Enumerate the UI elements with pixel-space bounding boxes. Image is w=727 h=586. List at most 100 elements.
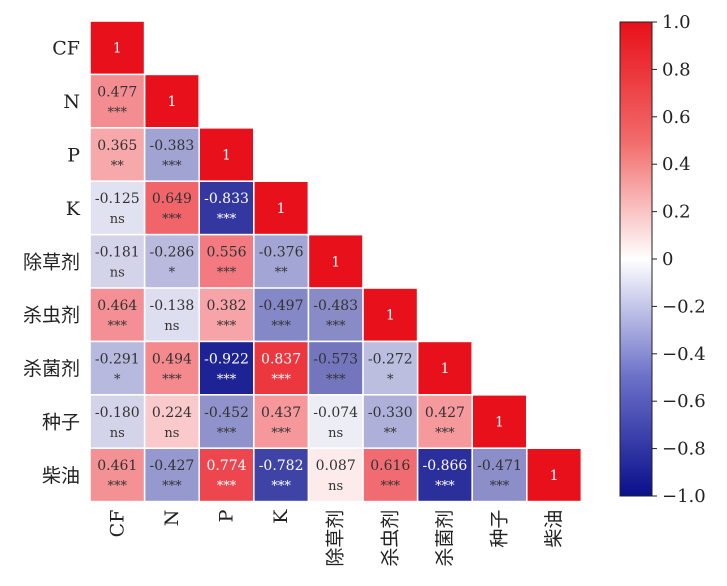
cell-rect xyxy=(309,235,363,288)
cell-value-label: -0.483 xyxy=(313,298,358,314)
cell-value-label: -0.497 xyxy=(259,298,304,314)
cell-significance-label: *** xyxy=(217,212,237,227)
cell-significance-label: *** xyxy=(326,319,346,334)
cell-significance-label: *** xyxy=(326,372,346,387)
colorbar-gradient xyxy=(619,21,653,497)
heatmap-cells: 10.477***10.365**-0.383***1-0.125ns0.649… xyxy=(90,21,581,501)
heatmap-cell: 0.774 *** xyxy=(200,449,253,501)
cell-value-label: -0.782 xyxy=(259,458,304,474)
heatmap-cell: 0.437 *** xyxy=(254,395,308,448)
colorbar-tick-label: −0.4 xyxy=(662,344,706,365)
heatmap-cell: -0.922 *** xyxy=(200,342,253,394)
heatmap-cell: -0.181 ns xyxy=(90,235,144,288)
cell-rect xyxy=(527,449,581,501)
row-label: 种子 xyxy=(42,412,80,434)
heatmap-cell: -0.452 *** xyxy=(200,395,253,448)
cell-rect xyxy=(363,395,417,448)
cell-value-label: 0.464 xyxy=(97,298,137,314)
cell-rect xyxy=(145,128,199,181)
cell-rect xyxy=(90,21,144,74)
cell-rect xyxy=(90,182,144,234)
cell-rect xyxy=(254,182,308,234)
cell-value-label: 1 xyxy=(113,41,122,57)
heatmap-cell: 0.365 ** xyxy=(90,128,144,181)
heatmap-cell: 1 xyxy=(200,128,253,181)
cell-value-label: 0.649 xyxy=(152,191,192,207)
heatmap-cell: 1 xyxy=(309,235,363,288)
heatmap-cell: 1 xyxy=(145,75,199,127)
cell-value-label: -0.383 xyxy=(149,138,194,154)
cell-significance-label: *** xyxy=(162,212,182,227)
cell-value-label: 0.616 xyxy=(370,458,410,474)
cell-value-label: 0.837 xyxy=(261,351,301,367)
heatmap-cell: -0.497 *** xyxy=(254,288,308,341)
cell-significance-label: * xyxy=(387,372,394,387)
cell-significance-label: *** xyxy=(217,319,237,334)
cell-value-label: 0.774 xyxy=(206,458,246,474)
cell-rect xyxy=(200,395,253,448)
heatmap-cell: 0.382 *** xyxy=(200,288,253,341)
cell-significance-label: ns xyxy=(110,212,125,227)
cell-rect xyxy=(473,449,526,501)
cell-value-label: -0.922 xyxy=(204,351,249,367)
cell-significance-label: *** xyxy=(271,372,291,387)
heatmap-cell: 1 xyxy=(527,449,581,501)
cell-value-label: -0.272 xyxy=(368,351,413,367)
heatmap-cell: 0.461 *** xyxy=(90,449,144,501)
cell-value-label: -0.427 xyxy=(149,458,194,474)
cell-significance-label: ** xyxy=(111,159,125,174)
colorbar-tick-label: −0.8 xyxy=(662,439,706,460)
cell-significance-label: ns xyxy=(164,426,179,441)
cell-rect xyxy=(418,342,472,394)
heatmap-cell: -0.573 *** xyxy=(309,342,363,394)
heatmap-cell: -0.138 ns xyxy=(145,288,199,341)
row-label: 除草剂 xyxy=(23,251,80,273)
cell-rect xyxy=(309,342,363,394)
cell-rect xyxy=(254,342,308,394)
cell-significance-label: *** xyxy=(435,479,455,494)
cell-significance-label: *** xyxy=(162,479,182,494)
cell-value-label: 1 xyxy=(222,148,231,164)
cell-significance-label: ns xyxy=(328,479,343,494)
cell-value-label: 0.224 xyxy=(152,405,192,421)
cell-value-label: -0.866 xyxy=(422,458,467,474)
row-label: 杀菌剂 xyxy=(23,358,80,380)
cell-rect xyxy=(90,235,144,288)
cell-value-label: -0.291 xyxy=(95,351,140,367)
cell-significance-label: *** xyxy=(435,426,455,441)
colorbar-tick-label: 1.0 xyxy=(662,12,691,33)
heatmap-cell: 0.464 *** xyxy=(90,288,144,341)
cell-value-label: 0.382 xyxy=(206,298,246,314)
heatmap-cell: 1 xyxy=(363,288,417,341)
cell-significance-label: ns xyxy=(164,319,179,334)
cell-significance-label: ns xyxy=(110,266,125,281)
heatmap-cell: 1 xyxy=(418,342,472,394)
heatmap-cell: 0.556 *** xyxy=(200,235,253,288)
cell-rect xyxy=(200,235,253,288)
cell-value-label: 1 xyxy=(440,361,449,377)
cell-value-label: 1 xyxy=(495,415,504,431)
cell-significance-label: *** xyxy=(271,426,291,441)
column-label: 种子 xyxy=(489,510,511,548)
heatmap-cell: -0.180 ns xyxy=(90,395,144,448)
cell-significance-label: ** xyxy=(275,266,289,281)
cell-value-label: 0.427 xyxy=(425,405,465,421)
cell-value-label: -0.833 xyxy=(204,191,249,207)
cell-value-label: 0.477 xyxy=(97,84,137,100)
heatmap-cell: -0.376 ** xyxy=(254,235,308,288)
cell-significance-label: *** xyxy=(271,319,291,334)
cell-rect xyxy=(145,395,199,448)
cell-rect xyxy=(254,235,308,288)
heatmap-cell: -0.483 *** xyxy=(309,288,363,341)
cell-significance-label: *** xyxy=(108,105,128,120)
cell-rect xyxy=(363,288,417,341)
column-label: K xyxy=(270,509,292,524)
cell-value-label: -0.074 xyxy=(313,405,358,421)
cell-value-label: 1 xyxy=(167,94,176,110)
column-label: 杀虫剂 xyxy=(379,510,401,567)
cell-significance-label: *** xyxy=(271,479,291,494)
colorbar: 1.0 0.8 0.6 0.4 0.2 0 −0.2 −0.4 −0.6 −0.8 −1.0 xyxy=(619,12,706,507)
cell-value-label: -0.181 xyxy=(95,245,140,261)
cell-value-label: -0.471 xyxy=(477,458,522,474)
